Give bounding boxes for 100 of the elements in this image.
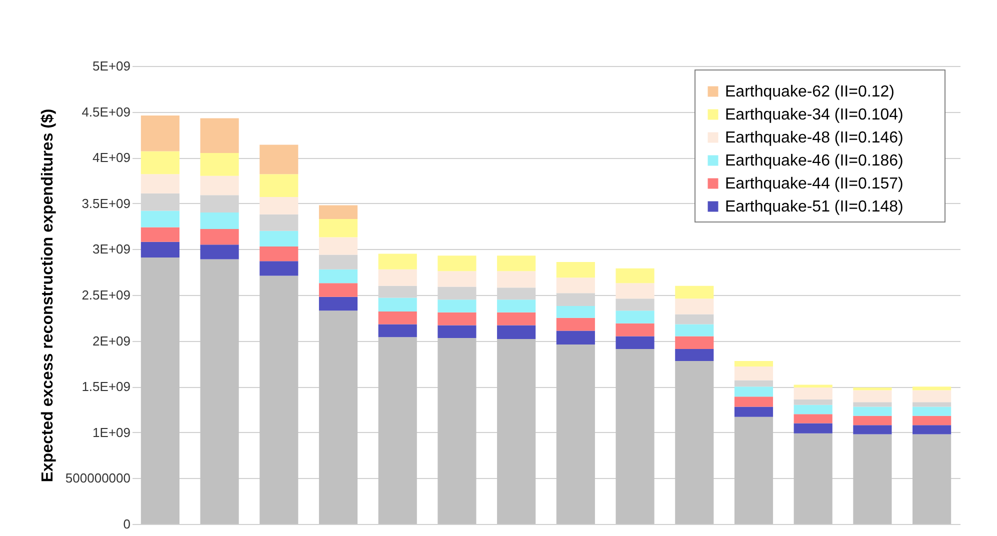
y-tick-label: 3.5E+09: [82, 196, 130, 211]
bar: [853, 390, 892, 402]
bar: [260, 276, 298, 524]
bar: [616, 283, 654, 299]
bar: [438, 256, 476, 272]
bar: [734, 360, 774, 366]
bar: [912, 390, 952, 402]
bar: [200, 153, 239, 176]
bar: [616, 349, 654, 524]
legend-label: Earthquake-46 (II=0.186): [725, 152, 904, 170]
y-tick-label: 500000000: [65, 470, 130, 486]
bar: [675, 324, 714, 336]
y-tick-label: 4E+09: [92, 150, 130, 166]
bar: [318, 283, 358, 297]
bar: [378, 337, 417, 524]
bar: [200, 176, 239, 196]
y-tick-label: 1E+09: [92, 424, 130, 440]
y-tick-label: 4.5E+09: [82, 104, 130, 120]
bar: [853, 406, 892, 416]
y-tick-label: 2.5E+09: [82, 288, 130, 302]
bar: [556, 278, 595, 294]
bar: [556, 262, 595, 278]
bar: [318, 269, 358, 284]
bar: [616, 298, 654, 311]
bar: [140, 227, 180, 242]
y-tick-label: 0: [123, 516, 130, 532]
bar: [616, 323, 654, 336]
bar: [318, 254, 358, 270]
bar: [912, 402, 952, 407]
bar: [912, 386, 952, 390]
bar: [438, 312, 476, 326]
y-tick-label: 1.5E+09: [82, 379, 130, 394]
bar: [675, 349, 714, 361]
bar: [616, 336, 654, 350]
bar: [378, 311, 417, 324]
bar: [556, 344, 595, 524]
bar: [675, 286, 714, 299]
bar: [438, 338, 476, 524]
bar: [438, 300, 476, 312]
bar: [556, 306, 595, 318]
bar: [260, 196, 298, 214]
bar: [734, 396, 774, 407]
bar: [794, 414, 832, 424]
bar: [438, 271, 476, 287]
bar: [497, 300, 536, 312]
bar: [260, 230, 298, 246]
bar: [140, 257, 180, 524]
bar: [912, 416, 952, 426]
bar: [853, 416, 892, 426]
bar: [794, 423, 832, 434]
bar: [497, 256, 536, 272]
legend-label: Earthquake-51 (II=0.148): [725, 198, 904, 216]
bar: [260, 214, 298, 231]
y-axis-title: Expected excess reconstruction expenditures ($): [39, 108, 56, 482]
bar: [853, 402, 892, 407]
bar: [200, 244, 239, 260]
bar: [556, 318, 595, 331]
legend-label: Earthquake-48 (II=0.146): [725, 130, 904, 146]
bar: [378, 269, 417, 286]
bar: [734, 366, 774, 380]
bar: [675, 298, 714, 314]
bar: [140, 115, 180, 152]
bar: [260, 246, 298, 262]
bar: [734, 416, 774, 524]
bar: [794, 388, 832, 400]
bar: [378, 324, 417, 338]
bar: [912, 425, 952, 434]
bar: [260, 144, 298, 174]
bar: [675, 336, 714, 350]
bar: [318, 218, 358, 238]
bar: [497, 325, 536, 339]
bar: [794, 384, 832, 388]
y-tick-label: 5E+09: [92, 58, 130, 74]
bar: [200, 118, 239, 154]
bar: [378, 254, 417, 270]
legend-label: Earthquake-44 (II=0.157): [725, 176, 904, 192]
bar: [616, 310, 654, 324]
bar: [794, 404, 832, 414]
bar: [497, 312, 536, 326]
bar: [675, 360, 714, 524]
bar: [675, 314, 714, 324]
bar: [140, 174, 180, 194]
bar: [378, 298, 417, 312]
bar: [318, 310, 358, 524]
bar: [734, 406, 774, 417]
bar: [853, 388, 892, 390]
legend-label: Earthquake-34 (II=0.104): [725, 106, 904, 124]
legend-label: Earthquake-62 (II=0.12): [725, 84, 894, 100]
bar: [912, 434, 952, 524]
bar: [734, 380, 774, 387]
bar: [794, 433, 832, 524]
bar: [794, 399, 832, 405]
bar: [260, 261, 298, 276]
bar: [556, 330, 595, 344]
bar: [497, 338, 536, 524]
y-tick-label: 2E+09: [92, 333, 130, 348]
y-tick-label: 3E+09: [92, 242, 130, 257]
bar: [734, 386, 774, 397]
bar: [140, 242, 180, 258]
bar: [616, 268, 654, 284]
